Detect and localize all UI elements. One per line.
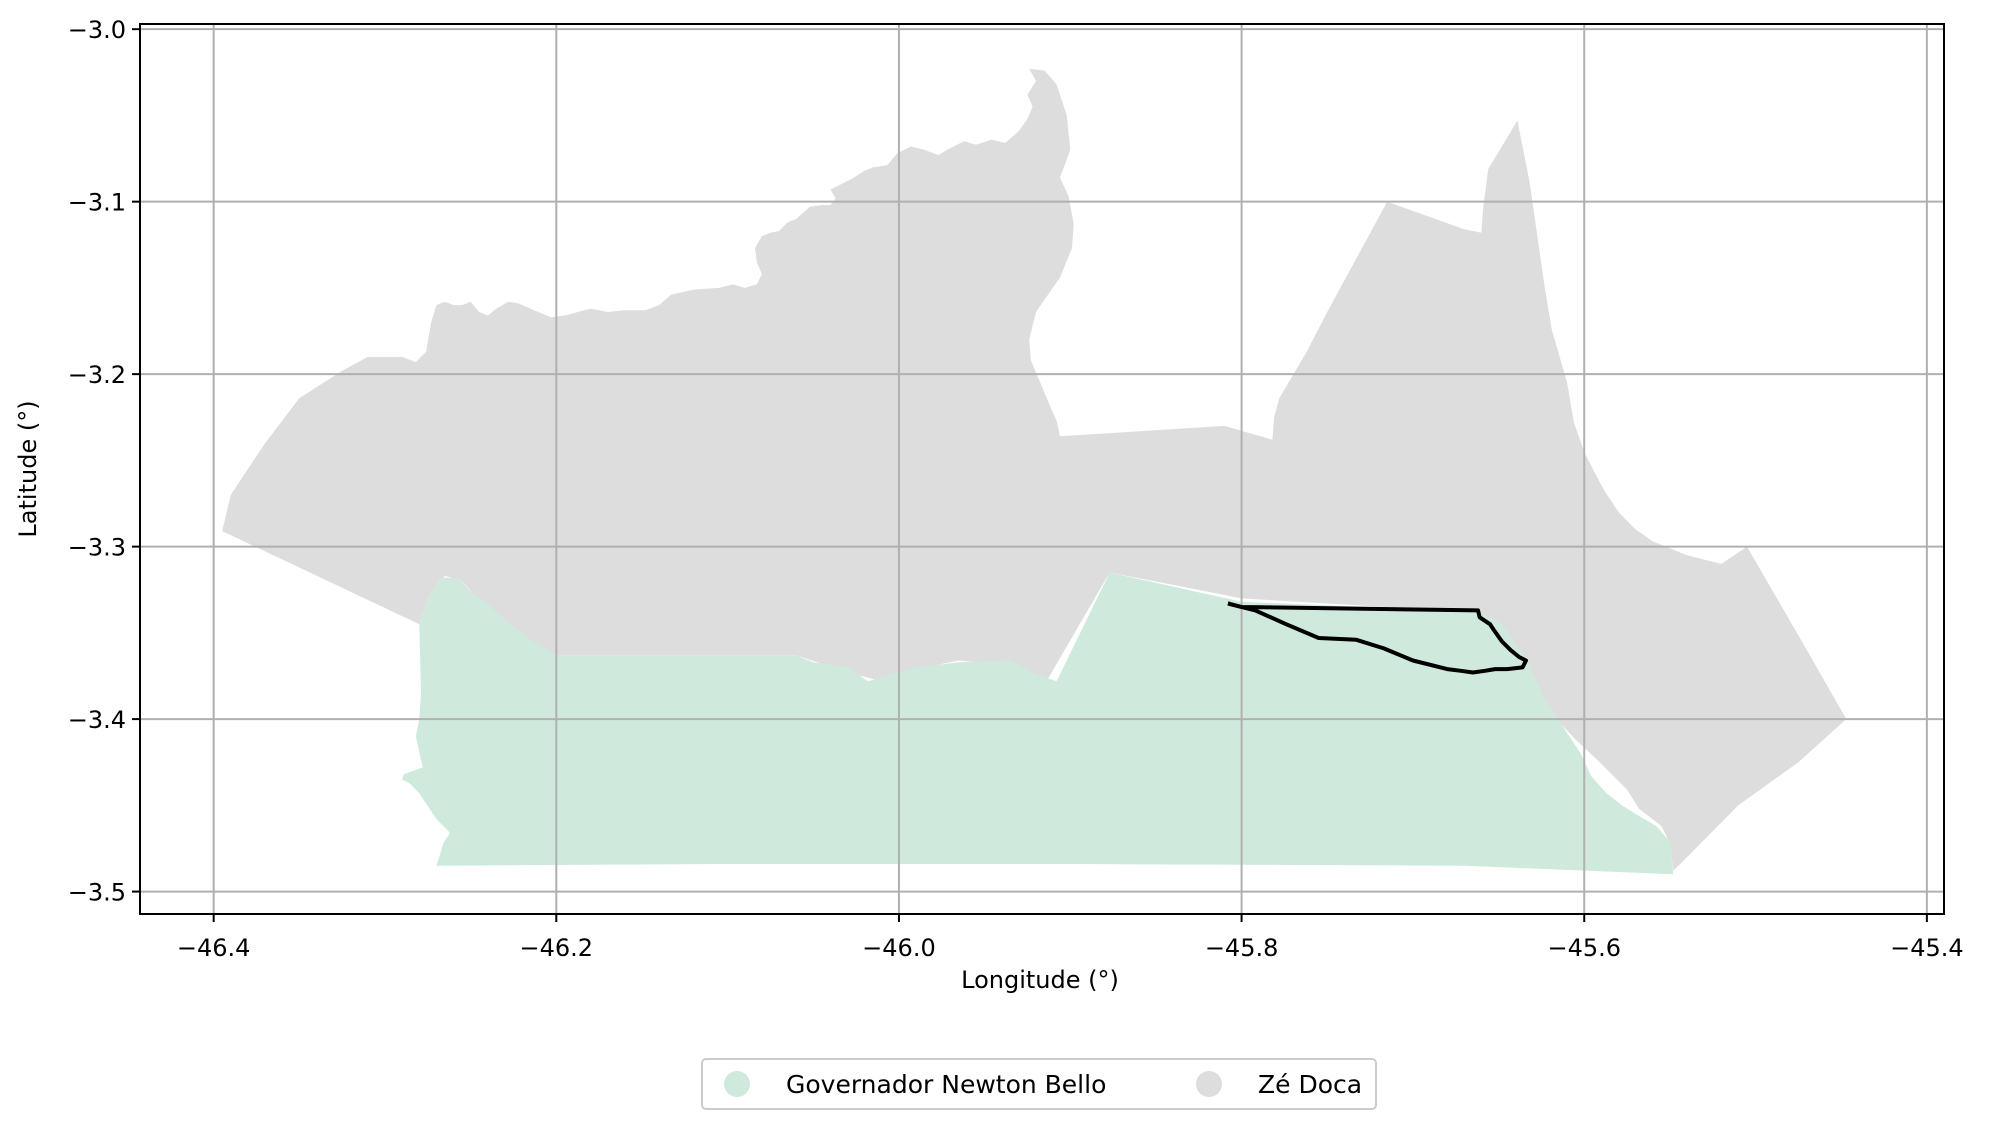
y-tick-label: −3.0: [68, 16, 126, 44]
y-axis-ticks: −3.0 −3.1 −3.2 −3.3 −3.4 −3.5: [68, 16, 140, 907]
y-tick-label: −3.5: [68, 879, 126, 907]
x-tick-label: −46.4: [177, 934, 251, 962]
y-tick-label: −3.3: [68, 534, 126, 562]
legend-label-ze-doca: Zé Doca: [1258, 1070, 1362, 1099]
x-tick-label: −46.0: [862, 934, 936, 962]
legend-swatch-ze-doca: [1196, 1071, 1222, 1097]
region-ze-doca: [222, 68, 1847, 871]
grid-lines: [140, 24, 1944, 914]
y-tick-label: −3.4: [68, 706, 126, 734]
plot-frame: [139, 23, 1945, 915]
x-tick-label: −45.8: [1205, 934, 1279, 962]
x-tick-label: −45.4: [1890, 934, 1964, 962]
x-axis-ticks: −46.4 −46.2 −46.0 −45.8 −45.6 −45.4: [177, 914, 1964, 962]
legend: Governador Newton Bello Zé Doca: [701, 1058, 1377, 1110]
highlight-layer: [1227, 601, 1528, 675]
x-tick-label: −46.2: [520, 934, 594, 962]
x-tick-label: −45.6: [1547, 934, 1621, 962]
y-axis-title: Latitude (°): [14, 400, 42, 537]
legend-swatch-governador-newton-bello: [724, 1071, 750, 1097]
y-tick-label: −3.1: [68, 189, 126, 217]
y-tick-label: −3.2: [68, 361, 126, 389]
x-axis-title: Longitude (°): [961, 966, 1119, 994]
legend-label-governador-newton-bello: Governador Newton Bello: [786, 1070, 1106, 1099]
region-governador-newton-bello: [402, 572, 1674, 875]
regions-layer: [222, 68, 1847, 875]
highlighted-boundary: [1227, 601, 1528, 675]
